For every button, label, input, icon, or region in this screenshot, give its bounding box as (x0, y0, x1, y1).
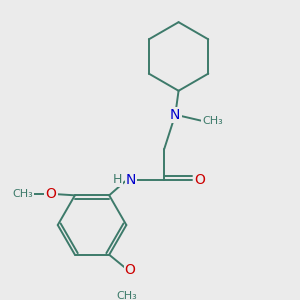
Text: N: N (126, 173, 136, 187)
Text: N: N (170, 108, 181, 122)
Text: O: O (46, 187, 56, 201)
Text: H: H (113, 173, 122, 186)
Text: CH₃: CH₃ (117, 291, 137, 300)
Text: CH₃: CH₃ (202, 116, 223, 126)
Text: O: O (124, 263, 136, 277)
Text: O: O (194, 173, 205, 187)
Text: CH₃: CH₃ (12, 189, 33, 199)
